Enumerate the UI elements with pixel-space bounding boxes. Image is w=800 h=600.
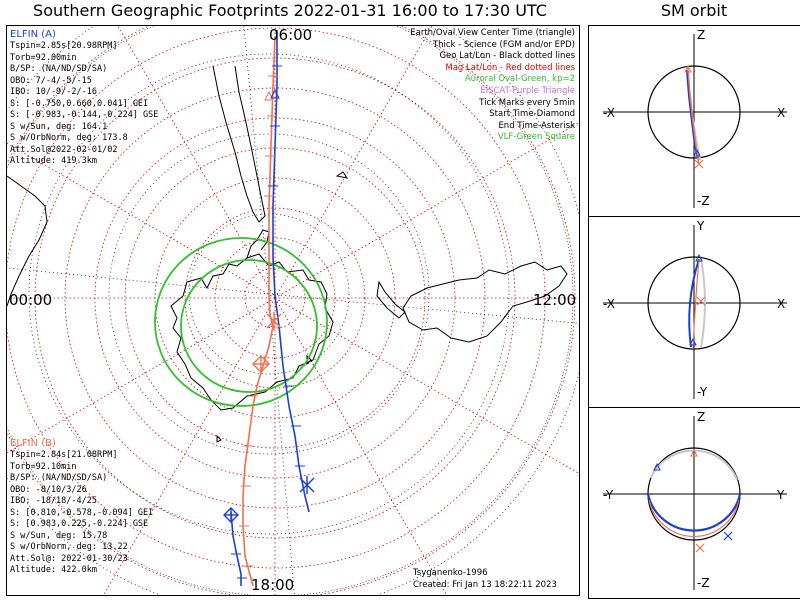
elfin-a-attitude-solution: Att.Sol@2022-02-01/02: [10, 144, 118, 155]
elfin-b-header: ELFIN (B): [10, 438, 56, 449]
figure-title: Southern Geographic Footprints 2022-01-3…: [33, 1, 547, 20]
elfin-b-spin: Tspin=2.84s[21.08RPM]: [10, 450, 118, 460]
legend-item: VLF-Green Square: [497, 132, 575, 143]
footprint-map: [7, 26, 579, 595]
antarctica-coastline: [170, 253, 334, 411]
elfin-a-header: ELFIN (A): [10, 29, 56, 40]
axis-label-bottom: -Z: [697, 576, 710, 590]
sm-orbit-xy-plot: [603, 225, 787, 399]
time-label-right: 12:00: [533, 291, 577, 309]
elfin-b-start-diamond: [252, 355, 270, 373]
axis-label-right: X: [777, 106, 786, 120]
elfin-a-obo: OBO: 7/-4/-5/-15: [10, 75, 92, 86]
elfin-a-orbit-period: Torb=92.00min: [10, 52, 77, 63]
axis-label-top: Y: [697, 219, 705, 233]
earth-circle: [647, 256, 741, 350]
elfin-b-ibo: IBO: -18/18/-4/25: [10, 496, 97, 506]
elfin-a-s-gse: S: [-0.983,-0.144,-0.224] GSE: [10, 110, 159, 120]
sm-orbit-xz-panel: Z -Z -X X: [588, 25, 800, 217]
elfin-b-bsp: B/SP: (NA/ND/SD/SA): [10, 473, 108, 483]
elfin-a-info: ELFIN (A) Tspin=2.85s[20.98RPM] Torb=92.…: [10, 28, 158, 168]
elfin-a-center-triangle: [270, 88, 280, 99]
elfin-b-tick-marks: [239, 75, 278, 567]
sm-orbit-yz-plot: [603, 416, 787, 590]
sm-orbit-xy-panel: Y -Y -X X: [588, 216, 800, 408]
legend-item: Tick Marks every 5min: [479, 97, 575, 108]
south-america-coastline: [212, 65, 266, 223]
legend-item: Auroral Oval-Green, kp=2: [464, 74, 575, 85]
axis-label-top: Z: [697, 410, 706, 424]
legend-item: Geo Lat/Lon - Black dotted lines: [439, 51, 575, 62]
elfin-b-obo: OBO: -8/10/3/26: [10, 484, 87, 495]
earth-limb: [7, 26, 574, 595]
legend-item: Thick - Science (FGM and/or EPD): [432, 39, 575, 50]
sm-orbit-xz-plot: [603, 34, 787, 208]
time-label-top: 06:00: [269, 26, 313, 44]
elfin-b-info: ELFIN (B) Tspin=2.84s[21.08RPM] Torb=92.…: [10, 437, 153, 577]
elfin-a-spin: Tspin=2.85s[20.98RPM]: [10, 41, 118, 51]
auroral-oval-outer: [154, 237, 328, 407]
elfin-b-attitude-solution: Att.Sol@: 2022-01-30/23: [10, 553, 128, 564]
axis-label-left: -X: [603, 297, 615, 311]
elfin-b-sun-angle: S w/Sun, deg: 15.78: [10, 530, 108, 541]
elfin-b-orbit-period: Torb=92.10min: [10, 461, 77, 472]
axis-label-right: Y: [777, 488, 785, 502]
elfin-b-s-gse: S: [0.983,0.225,-0.224] GSE: [10, 519, 149, 529]
footprint-map-panel: 06:00 00:00 12:00 18:00 ELFIN (A) Tspin=…: [6, 25, 580, 596]
elfin-b-altitude: Altitude: 422.0km: [10, 565, 97, 575]
elfin-a-orbit: [646, 493, 742, 532]
elfin-b-end-asterisk: [266, 312, 282, 330]
elfin-a-orbit: [688, 258, 700, 348]
elfin-a-sun-angle: S w/Sun, deg: 164.1: [10, 121, 108, 132]
mag-lon-grid: [7, 26, 579, 595]
sm-orbit-title: SM orbit: [660, 1, 728, 20]
legend: Earth/Oval View Center Time (triangle) T…: [410, 28, 575, 144]
auroral-oval-inner: [180, 259, 318, 393]
time-label-left: 00:00: [9, 291, 53, 309]
elfin-a-orbnorm-angle: S w/OrbNorm, deg: 173.8: [10, 133, 128, 143]
axis-label-top: Z: [697, 28, 706, 42]
axis-label-left: -X: [603, 106, 615, 120]
elfin-b-orbit: [687, 67, 700, 165]
legend-item: Start Time-Diamond: [489, 109, 575, 120]
elfin-a-ibo: IBO: 10/-9/-2/-16: [10, 87, 97, 97]
legend-item: End Time-Asterisk: [498, 120, 575, 131]
elfin-a-second-track: [230, 511, 242, 586]
axis-label-left: -Y: [603, 488, 614, 502]
new-zealand-coastline: [376, 280, 406, 319]
legend-item: Earth/Oval View Center Time (triangle): [410, 28, 575, 38]
elfin-b-center-triangle: [264, 90, 274, 101]
africa-coastline: [7, 175, 48, 307]
sm-orbit-yz-panel: Z -Z -Y Y: [588, 407, 800, 599]
elfin-a-tick-marks: [231, 65, 305, 579]
antarctic-peninsula: [246, 229, 270, 259]
small-islands: [216, 171, 349, 443]
time-label-bottom: 18:00: [251, 576, 295, 594]
legend-item: EISCAT-Purple Triangle: [480, 85, 575, 96]
legend-item: Mag Lat/Lon - Red dotted lines: [445, 62, 575, 73]
elfin-a-end-asterisk: [299, 476, 315, 494]
axis-label-bottom: -Z: [697, 194, 710, 208]
elfin-a-s-gei: S: [-0.750,0.660,0.041] GEI: [10, 98, 149, 109]
field-model-label: Tsyganenko-1996: [413, 568, 488, 578]
elfin-a-altitude: Altitude: 419.3km: [10, 156, 97, 166]
elfin-a-start-diamond: [223, 507, 239, 523]
axis-label-bottom: -Y: [697, 385, 708, 399]
elfin-b-orbit: [648, 499, 740, 537]
elfin-b-orbnorm-angle: S w/OrbNorm, deg: 13.22: [10, 542, 128, 552]
australia-coastline: [402, 261, 568, 343]
axis-label-right: X: [777, 297, 786, 311]
elfin-a-bsp: B/SP: (NA/ND/SD/SA): [10, 64, 108, 74]
created-timestamp: Created: Fri Jan 13 18:22:11 2023: [413, 579, 557, 590]
credits: Tsyganenko-1996 Created: Fri Jan 13 18:2…: [413, 568, 557, 591]
elfin-b-s-gei: S: [0.810,-0.578,-0.094] GEI: [10, 507, 154, 518]
earth-circle: [647, 65, 741, 159]
